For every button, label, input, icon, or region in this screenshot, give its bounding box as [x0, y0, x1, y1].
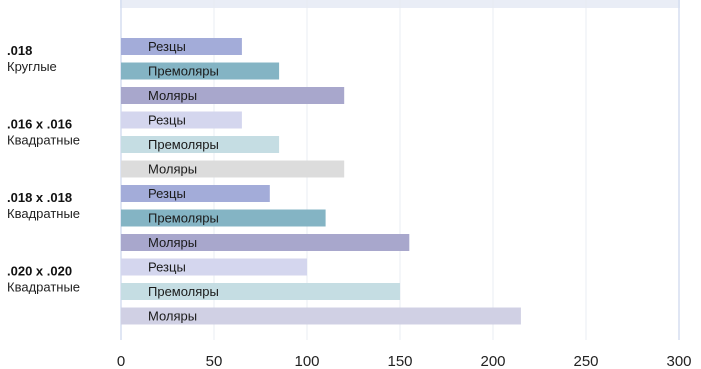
bar — [121, 283, 400, 300]
x-tick-label: 250 — [573, 353, 598, 369]
bar-label: Премоляры — [148, 64, 219, 79]
bar — [121, 111, 242, 129]
bar-label: Моляры — [148, 309, 197, 324]
bar-label: Премоляры — [148, 137, 219, 152]
bar — [121, 87, 345, 104]
bar — [121, 258, 307, 276]
group-sublabel: Квадратные — [7, 206, 80, 221]
bar-label: Премоляры — [148, 211, 219, 226]
bar-label: Резцы — [148, 186, 186, 201]
bar — [121, 185, 270, 202]
group-sublabel: Круглые — [7, 59, 57, 74]
bar-label: Резцы — [148, 113, 186, 128]
bar-label: Моляры — [148, 162, 197, 177]
bar — [121, 136, 280, 153]
bars-layer: Резцы Премоляры Моляры Резцы Премоляры Моляры… — [121, 38, 521, 325]
group-sublabel: Квадратные — [7, 280, 80, 295]
x-tick-label: 300 — [666, 353, 691, 369]
bar — [121, 234, 410, 251]
x-tick-label: 0 — [117, 353, 125, 369]
bar-label: Премоляры — [148, 284, 219, 299]
x-tick-label: 150 — [387, 353, 412, 369]
bar — [121, 209, 326, 227]
bar-label: Резцы — [148, 260, 186, 275]
bar-label: Моляры — [148, 88, 197, 103]
x-tick-label: 50 — [206, 353, 223, 369]
bar-label: Моляры — [148, 235, 197, 250]
x-tick-label: 200 — [480, 353, 505, 369]
x-axis-ticks: 0 50 100 150 200 250 300 — [117, 353, 692, 369]
bar-label: Резцы — [148, 39, 186, 54]
bar — [121, 62, 280, 80]
bar — [121, 38, 242, 55]
group-label: .018 x .018 — [7, 190, 72, 205]
group-label: .020 x .020 — [7, 264, 72, 279]
group-label: .016 x .016 — [7, 117, 72, 132]
x-tick-label: 100 — [294, 353, 319, 369]
group-label: .018 — [7, 43, 32, 58]
bar — [121, 307, 521, 325]
group-sublabel: Квадратные — [7, 133, 80, 148]
bar — [121, 160, 345, 178]
